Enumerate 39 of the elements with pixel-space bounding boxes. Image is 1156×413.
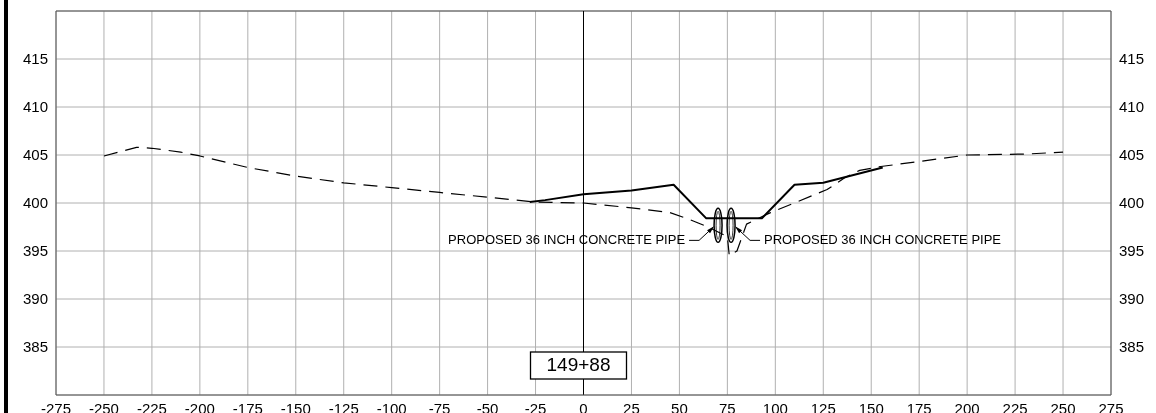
y2-tick-label: 395 [1119, 242, 1145, 260]
x-tick-label: 50 [671, 399, 688, 413]
x-tick-label: -150 [280, 399, 311, 413]
x-tick-label: 125 [810, 399, 836, 413]
x-tick-label: -250 [88, 399, 119, 413]
x-tick-label: -25 [524, 399, 547, 413]
x-tick-label: 100 [762, 399, 788, 413]
y2-tick-label: 405 [1119, 146, 1145, 164]
x-tick-label: -175 [232, 399, 263, 413]
x-tick-label: -50 [476, 399, 499, 413]
x-tick-label: 200 [954, 399, 980, 413]
x-tick-label: 225 [1002, 399, 1028, 413]
y-tick-label: 385 [22, 338, 48, 356]
x-tick-label: -275 [40, 399, 72, 413]
y2-tick-label: 390 [1119, 290, 1145, 308]
annotation: 149+88 [546, 354, 611, 376]
y2-tick-label: 410 [1119, 98, 1145, 116]
y-tick-label: 400 [22, 194, 48, 212]
y-tick-label: 405 [22, 146, 48, 164]
x-tick-label: -125 [328, 399, 359, 413]
x-tick-label: 275 [1098, 399, 1124, 413]
x-tick-label: 150 [858, 399, 884, 413]
x-tick-label: -100 [376, 399, 407, 413]
y-tick-label: 395 [22, 242, 48, 260]
y2-tick-label: 400 [1119, 194, 1145, 212]
x-tick-label: -200 [184, 399, 215, 413]
x-tick-label: -75 [428, 399, 451, 413]
x-tick-label: 75 [719, 399, 736, 413]
y2-tick-label: 415 [1119, 50, 1145, 68]
x-tick-label: 250 [1050, 399, 1076, 413]
x-tick-label: -225 [136, 399, 167, 413]
x-tick-label: 0 [579, 399, 588, 413]
y2-tick-label: 385 [1119, 338, 1145, 356]
y-tick-label: 390 [22, 290, 48, 308]
x-tick-label: 25 [623, 399, 640, 413]
x-tick-label: 175 [906, 399, 932, 413]
y-tick-label: 410 [22, 98, 48, 116]
annotation: PROPOSED 36 INCH CONCRETE PIPE [764, 231, 1002, 247]
y-tick-label: 415 [22, 50, 48, 68]
